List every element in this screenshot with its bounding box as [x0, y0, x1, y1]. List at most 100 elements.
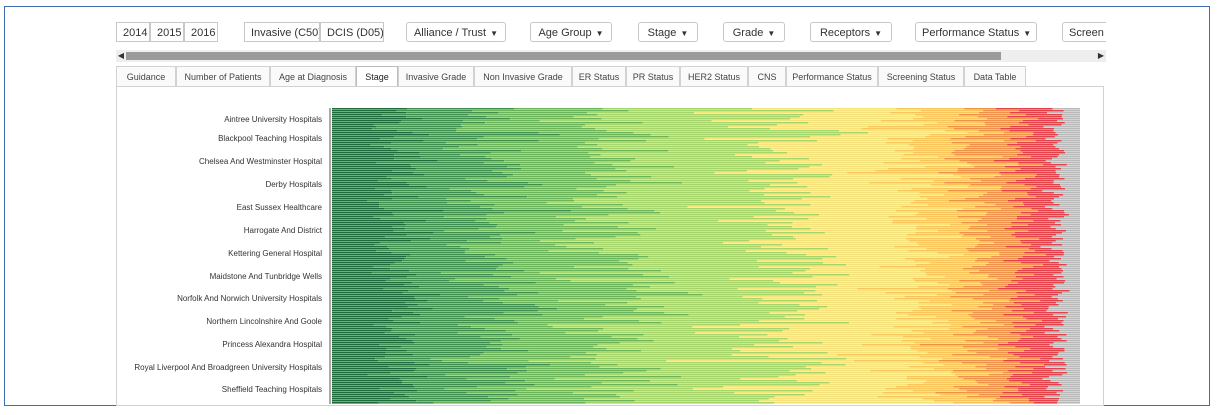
tab-stage[interactable]: Stage [356, 66, 398, 88]
bar-segment [746, 250, 909, 252]
bar-segment [1053, 180, 1080, 182]
bar-segment [993, 160, 1046, 162]
bar-segment [845, 364, 944, 366]
bar-segment [1065, 280, 1080, 282]
tab-number-of-patients[interactable]: Number of Patients [176, 66, 270, 86]
bar-segment [1059, 154, 1080, 156]
bar-segment [954, 150, 1021, 152]
tab-performance-status[interactable]: Performance Status [786, 66, 878, 86]
tab-age-at-diagnosis[interactable]: Age at Diagnosis [270, 66, 356, 86]
bar-segment [985, 124, 1029, 126]
bar-segment [1055, 286, 1080, 288]
scroll-right-icon[interactable]: ▶ [1097, 51, 1105, 60]
bar-segment [332, 372, 391, 374]
bar-segment [688, 292, 804, 294]
tab-er-status[interactable]: ER Status [572, 66, 626, 86]
bar-segment [332, 198, 392, 200]
bar-segment [379, 204, 495, 206]
caret-down-icon: ▼ [1023, 29, 1032, 38]
tab-pr-status[interactable]: PR Status [626, 66, 680, 86]
bar-segment [1022, 316, 1066, 318]
bar-segment [959, 160, 994, 162]
bar-segment [496, 268, 629, 270]
bar-segment [944, 130, 979, 132]
bar-segment [999, 252, 1025, 254]
year-2014-button[interactable]: 2014 [116, 22, 150, 42]
performance-status-dropdown[interactable]: Performance Status ▼ [915, 22, 1037, 42]
bar-segment [954, 128, 1001, 130]
bar-segment [908, 366, 976, 368]
bar-segment [628, 110, 834, 112]
bar-segment [476, 192, 627, 194]
bar-segment [332, 364, 430, 366]
bar-segment [570, 280, 774, 282]
bar-segment [385, 356, 471, 358]
bar-segment [1045, 160, 1080, 162]
bar-segment [620, 396, 775, 398]
bar-segment [332, 396, 410, 398]
bar-segment [525, 380, 651, 382]
bar-segment [668, 136, 810, 138]
bar-segment [468, 114, 598, 116]
scroll-left-icon[interactable]: ◀ [117, 51, 125, 60]
screening-dropdown[interactable]: Screen [1062, 22, 1106, 42]
bar-segment [470, 356, 571, 358]
alliance-trust-dropdown[interactable]: Alliance / Trust ▼ [406, 22, 506, 42]
dcis-d05-button[interactable]: DCIS (D05) [320, 22, 384, 42]
bar-segment [961, 236, 991, 238]
grade-dropdown[interactable]: Grade ▼ [723, 22, 785, 42]
tab-data-table[interactable]: Data Table [964, 66, 1026, 86]
scroll-thumb[interactable] [126, 52, 1001, 60]
bar-segment [1061, 338, 1080, 340]
bar-segment [984, 202, 1023, 204]
bar-segment [480, 354, 597, 356]
tab-screening-status[interactable]: Screening Status [878, 66, 964, 86]
year-2016-button[interactable]: 2016 [184, 22, 218, 42]
horizontal-scrollbar[interactable]: ◀ ▶ [116, 50, 1106, 62]
tab-guidance[interactable]: Guidance [116, 66, 176, 86]
bar-segment [653, 340, 780, 342]
bar-segment [805, 366, 909, 368]
bar-segment [427, 300, 484, 302]
bar-segment [635, 158, 809, 160]
bar-segment [409, 396, 489, 398]
bar-segment [554, 378, 741, 380]
bar-segment [1038, 238, 1064, 240]
bar-segment [535, 232, 638, 234]
bar-segment [1024, 178, 1065, 180]
bar-segment [1064, 216, 1080, 218]
tab-her2-status[interactable]: HER2 Status [680, 66, 748, 86]
invasive-c50-button[interactable]: Invasive (C50) [244, 22, 320, 42]
bar-segment [1053, 202, 1080, 204]
bar-segment [332, 262, 395, 264]
bar-segment [962, 208, 1001, 210]
receptors-dropdown[interactable]: Receptors ▼ [810, 22, 892, 42]
bar-segment [332, 334, 416, 336]
bar-segment [975, 380, 1009, 382]
bar-segment [521, 168, 616, 170]
bar-segment [985, 214, 1031, 216]
bar-segment [1021, 382, 1059, 384]
bar-segment [486, 214, 609, 216]
bar-segment [919, 356, 990, 358]
bar-segment [807, 186, 968, 188]
tab-cns[interactable]: CNS [748, 66, 786, 86]
tab-non-invasive-grade[interactable]: Non Invasive Grade [474, 66, 572, 86]
bar-segment [991, 256, 1023, 258]
bar-segment [1020, 362, 1065, 364]
bar-segment [637, 338, 788, 340]
bar-segment [1057, 402, 1080, 404]
bar-segment [332, 202, 380, 204]
bar-segment [1015, 180, 1054, 182]
year-2015-button[interactable]: 2015 [150, 22, 184, 42]
bar-segment [379, 206, 481, 208]
bar-segment [1022, 256, 1054, 258]
bar-segment [332, 162, 377, 164]
bar-segment [411, 240, 468, 242]
bar-segment [897, 190, 948, 192]
tab-invasive-grade[interactable]: Invasive Grade [398, 66, 474, 86]
bar-segment [829, 382, 924, 384]
stage-dropdown[interactable]: Stage ▼ [638, 22, 698, 42]
age-group-dropdown[interactable]: Age Group ▼ [530, 22, 612, 42]
bar-segment [1064, 348, 1080, 350]
